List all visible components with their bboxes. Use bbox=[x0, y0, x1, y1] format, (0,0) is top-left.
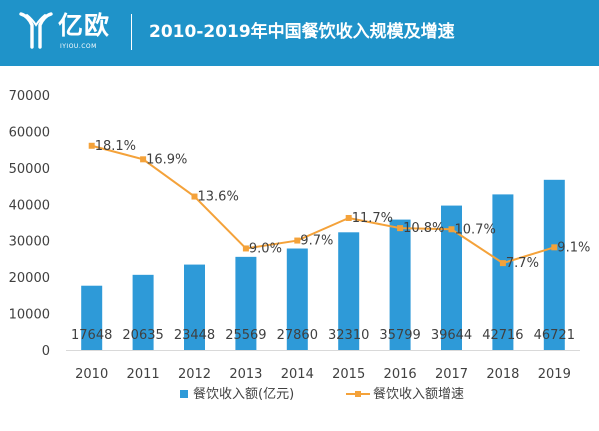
bar-data-label: 27860 bbox=[277, 328, 318, 343]
growth-marker bbox=[294, 237, 301, 244]
x-tick-label: 2011 bbox=[127, 367, 160, 382]
bar bbox=[235, 256, 257, 350]
y-tick-label: 50000 bbox=[9, 162, 50, 177]
y-tick-label: 10000 bbox=[9, 308, 50, 323]
growth-data-label: 10.7% bbox=[455, 222, 496, 237]
growth-data-label: 9.7% bbox=[300, 234, 333, 249]
growth-data-label: 7.7% bbox=[506, 256, 539, 271]
bar-data-label: 32310 bbox=[328, 328, 369, 343]
bar-data-label: 17648 bbox=[71, 328, 112, 343]
x-tick-label: 2012 bbox=[178, 367, 211, 382]
header-divider bbox=[131, 14, 132, 50]
x-tick-label: 2016 bbox=[384, 367, 417, 382]
y-tick-label: 30000 bbox=[9, 235, 50, 250]
x-tick-label: 2013 bbox=[229, 367, 262, 382]
bar-data-label: 46721 bbox=[534, 328, 575, 343]
brand-subtitle: IYIOU.COM bbox=[60, 43, 97, 50]
bar bbox=[338, 232, 360, 350]
growth-marker bbox=[499, 260, 506, 267]
bar bbox=[441, 205, 462, 350]
growth-marker bbox=[242, 245, 249, 252]
bar-data-label: 42716 bbox=[482, 328, 523, 343]
bar-data-label: 23448 bbox=[174, 328, 215, 343]
y-tick-label: 60000 bbox=[9, 125, 50, 140]
growth-marker bbox=[551, 244, 558, 251]
growth-marker bbox=[191, 193, 198, 200]
growth-data-label: 10.8% bbox=[403, 221, 444, 236]
combo-chart: 0 10000 20000 30000 40000 50000 60000 70000 1764… bbox=[9, 89, 591, 402]
brand-name: 亿欧 bbox=[58, 11, 111, 40]
growth-marker bbox=[88, 142, 95, 149]
bar bbox=[184, 264, 205, 350]
bar bbox=[492, 194, 514, 350]
bar-data-label: 39644 bbox=[431, 328, 472, 343]
growth-marker bbox=[397, 225, 404, 232]
header-bar: 亿欧 IYIOU.COM 2010-2019年中国餐饮收入规模及增速 bbox=[0, 0, 599, 66]
growth-data-label: 9.0% bbox=[249, 241, 282, 256]
growth-data-label: 18.1% bbox=[95, 139, 136, 154]
bar-data-label: 35799 bbox=[379, 328, 420, 343]
growth-data-label: 13.6% bbox=[198, 190, 239, 205]
legend-line-marker bbox=[355, 391, 361, 397]
legend-line-label: 餐饮收入额增速 bbox=[373, 386, 464, 402]
growth-data-label: 11.7% bbox=[352, 211, 393, 226]
bar bbox=[389, 219, 411, 350]
x-tick-label: 2014 bbox=[281, 367, 314, 382]
legend-bar-swatch bbox=[180, 390, 188, 398]
yiou-logo-icon bbox=[19, 12, 53, 49]
y-tick-label: 20000 bbox=[9, 271, 50, 286]
x-tick-label: 2019 bbox=[538, 367, 571, 382]
bar-data-label: 25569 bbox=[225, 328, 266, 343]
bar bbox=[543, 179, 565, 350]
x-tick-label: 2015 bbox=[332, 367, 365, 382]
x-tick-label: 2018 bbox=[486, 367, 519, 382]
bar bbox=[132, 274, 154, 350]
growth-marker bbox=[140, 156, 147, 163]
y-tick-label: 70000 bbox=[9, 89, 50, 104]
y-tick-label: 40000 bbox=[9, 198, 50, 213]
chart-area: 0 10000 20000 30000 40000 50000 60000 70000 1764… bbox=[0, 66, 599, 431]
bar bbox=[286, 248, 308, 350]
x-tick-label: 2010 bbox=[75, 367, 108, 382]
growth-line bbox=[91, 144, 555, 265]
growth-data-label: 9.1% bbox=[557, 240, 590, 255]
chart-title: 2010-2019年中国餐饮收入规模及增速 bbox=[149, 22, 455, 42]
y-tick-label: 0 bbox=[42, 344, 50, 359]
growth-marker bbox=[448, 226, 455, 233]
legend-bar-label: 餐饮收入额(亿元) bbox=[193, 386, 294, 402]
x-tick-label: 2017 bbox=[435, 367, 468, 382]
bar bbox=[81, 285, 103, 350]
growth-marker bbox=[345, 214, 352, 221]
growth-data-label: 16.9% bbox=[146, 152, 187, 167]
bar-data-label: 20635 bbox=[122, 328, 163, 343]
